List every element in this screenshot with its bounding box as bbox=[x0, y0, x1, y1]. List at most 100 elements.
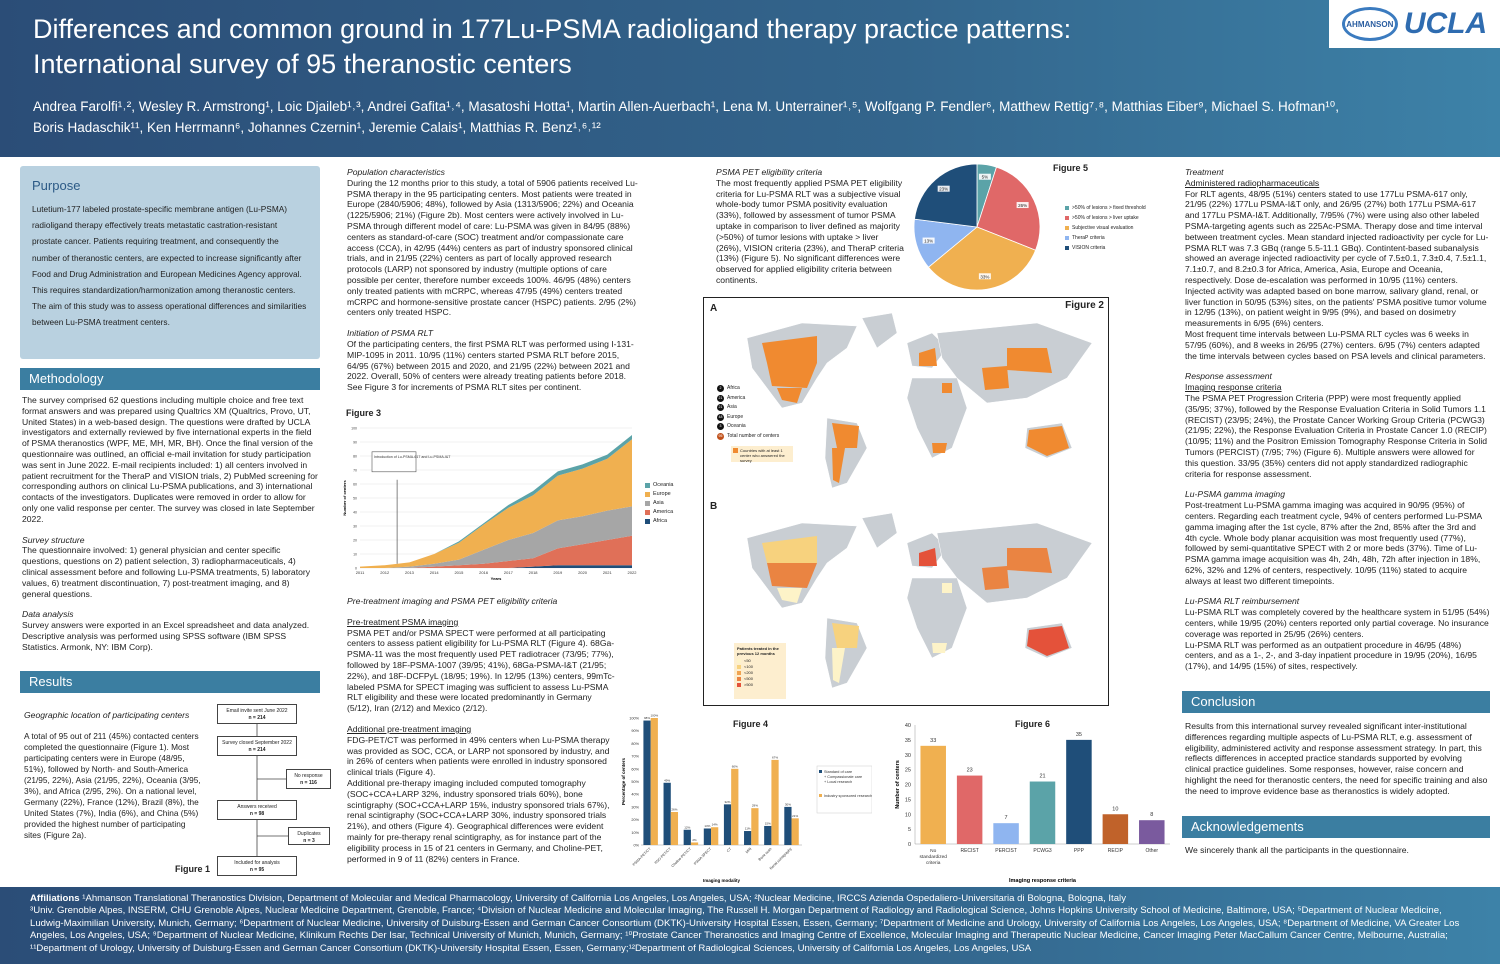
bar bbox=[751, 808, 759, 845]
additional-imaging-text-2: Additional pre-therapy imaging included … bbox=[347, 777, 610, 864]
x-tick-label: RECIP bbox=[1108, 848, 1124, 854]
y-tick-label: 0 bbox=[908, 842, 911, 848]
count-badge-icon: 21 bbox=[717, 394, 724, 402]
legend-swatch bbox=[1065, 236, 1069, 240]
flow-box-included: Included for analysis n = 95 bbox=[217, 856, 297, 876]
count-badge-icon: 2 bbox=[717, 385, 724, 393]
data-label: 8 bbox=[1150, 812, 1153, 818]
y-tick-label: 40% bbox=[631, 793, 639, 797]
affiliations-line-2: ³Univ. Grenoble Alpes, INSERM, CHU Greno… bbox=[30, 905, 1460, 954]
bar bbox=[744, 831, 752, 845]
legend-swatch bbox=[645, 501, 650, 506]
x-tick-label: PPP bbox=[1074, 848, 1085, 854]
data-label: 33% bbox=[980, 274, 989, 279]
country-south-africa bbox=[932, 443, 947, 453]
count-badge-icon: 48 bbox=[717, 413, 724, 421]
continent-legend-item: 21 Asia bbox=[717, 404, 737, 412]
purpose-heading: Purpose bbox=[32, 178, 81, 193]
country-shape bbox=[767, 563, 817, 588]
data-label: 11% bbox=[745, 827, 751, 831]
x-tick-label: 2022 bbox=[628, 570, 638, 575]
legend-swatch bbox=[645, 519, 650, 524]
geographic-section: Geographic location of participating cen… bbox=[24, 710, 204, 841]
data-label: 5% bbox=[982, 175, 989, 180]
flow-box-closed: Survey closed September 2022 n = 214 bbox=[217, 736, 297, 756]
conclusion-text: Results from this international survey r… bbox=[1185, 721, 1488, 796]
x-axis-label: Imaging response criteria bbox=[1009, 878, 1077, 884]
bar bbox=[650, 718, 658, 845]
x-tick-label: standardized bbox=[919, 854, 947, 860]
treatment-text-1: For RLT agents, 48/95 (51%) centers stat… bbox=[1185, 188, 1489, 329]
data-label: 15% bbox=[765, 821, 771, 825]
x-axis-label: Years bbox=[491, 576, 502, 581]
bar bbox=[1066, 739, 1092, 844]
data-label: 23 bbox=[967, 768, 973, 774]
figure-5-pie-chart: 5% 26% 33% 13% 23% bbox=[913, 163, 1041, 291]
y-tick-label: 50 bbox=[353, 497, 357, 501]
pretreatment-section: Pre-treatment imaging and PSMA PET eligi… bbox=[347, 596, 617, 864]
radiopharmaceuticals-heading: Administered radiopharmaceuticals bbox=[1185, 177, 1320, 188]
data-label: 12% bbox=[684, 825, 690, 829]
y-tick-label: 40 bbox=[353, 511, 357, 515]
data-label: 49% bbox=[664, 778, 670, 782]
country-shape bbox=[777, 588, 802, 603]
acknowledgements-heading: Acknowledgements bbox=[1182, 816, 1490, 838]
country-mexico bbox=[777, 388, 802, 403]
bar bbox=[690, 842, 699, 845]
figure-5-legend: >50% of lesions > fixed threshold >50% of… bbox=[1065, 203, 1146, 253]
y-tick-label: 80 bbox=[353, 455, 357, 459]
methodology-section: The survey comprised 62 questions includ… bbox=[22, 395, 320, 653]
patients-legend-item: <100 bbox=[737, 664, 783, 670]
count-badge-icon: 21 bbox=[717, 404, 724, 412]
continent-legend-item: 2 Africa bbox=[717, 384, 779, 394]
authors-line-2: Boris Hadaschik¹¹, Ken Herrmann⁶, Johann… bbox=[33, 120, 601, 135]
legend-item: Europe bbox=[645, 490, 674, 499]
y-tick-label: 10% bbox=[631, 831, 639, 835]
panel-a-label: A bbox=[710, 303, 718, 314]
data-label: 30% bbox=[785, 802, 791, 806]
y-tick-label: 90 bbox=[353, 441, 357, 445]
country-egypt bbox=[942, 383, 952, 393]
figure-4-bar-chart: 0%10%20%30%40%50%60%70%80%90%100% 98%100%… bbox=[621, 714, 872, 883]
figure-2-label: Figure 2 bbox=[1065, 300, 1104, 311]
response-criteria-heading: Imaging response criteria bbox=[1185, 382, 1282, 393]
country-canada bbox=[762, 336, 817, 363]
x-tick-label: Choline-PET/CT bbox=[671, 846, 693, 868]
legend-swatch bbox=[737, 671, 741, 675]
geo-text: A total of 95 out of 211 (45%) contacted… bbox=[24, 730, 201, 840]
additional-imaging-text-1: FDG-PET/CT was performed in 49% centers … bbox=[347, 734, 610, 778]
pie-slice bbox=[914, 163, 978, 228]
x-tick-label: 2016 bbox=[479, 570, 489, 575]
countries-legend: Countries with at least 1 center who ans… bbox=[731, 446, 793, 463]
data-label: 10 bbox=[1112, 806, 1118, 812]
pretreatment-psma-text: PSMA PET and/or PSMA SPECT were performe… bbox=[347, 627, 615, 714]
bar bbox=[711, 827, 719, 845]
y-tick-label: 50% bbox=[631, 780, 639, 784]
data-label: 98% bbox=[644, 716, 650, 720]
area-series-asia bbox=[360, 506, 632, 568]
bar bbox=[683, 829, 691, 845]
y-tick-label: 60% bbox=[631, 767, 639, 771]
y-axis-label: Number of centers bbox=[895, 760, 901, 809]
title-line-2: International survey of 95 theranostic c… bbox=[33, 49, 572, 79]
data-label-bg bbox=[937, 185, 950, 192]
patients-legend-item: <200 bbox=[737, 670, 783, 676]
y-tick-label: 10 bbox=[905, 812, 911, 818]
bar bbox=[993, 823, 1019, 844]
legend-swatch bbox=[819, 794, 822, 797]
y-tick-label: 15 bbox=[905, 797, 911, 803]
ucla-wordmark: UCLA bbox=[1403, 7, 1488, 40]
country-europe bbox=[919, 348, 937, 366]
patients-legend-item: <500 bbox=[737, 676, 783, 682]
legend-item: America bbox=[645, 508, 674, 517]
gamma-imaging-heading: Lu-PSMA gamma imaging bbox=[1185, 489, 1285, 500]
data-label: 29% bbox=[752, 804, 758, 808]
data-label: 32% bbox=[725, 800, 731, 804]
country-shape bbox=[762, 536, 817, 563]
x-tick-label: 2019 bbox=[553, 570, 563, 575]
response-heading: Response assessment bbox=[1185, 371, 1272, 382]
x-tick-label: RECIST bbox=[960, 848, 978, 854]
pretreatment-psma-heading: Pre-treatment PSMA imaging bbox=[347, 616, 459, 627]
bar bbox=[764, 825, 772, 845]
gamma-imaging-text: Post-treatment Lu-PSMA gamma imaging was… bbox=[1185, 500, 1482, 586]
